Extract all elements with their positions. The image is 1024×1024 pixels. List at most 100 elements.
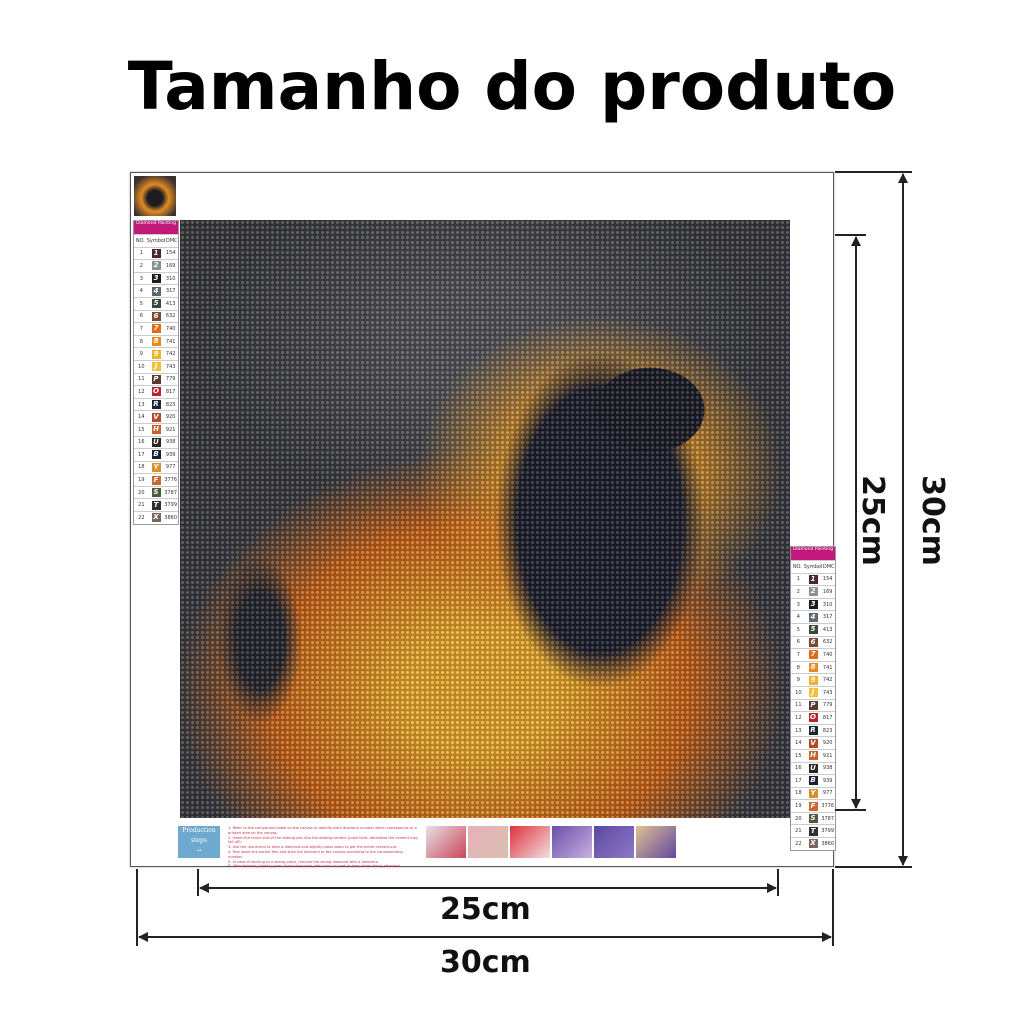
legend-no: 5 (796, 626, 800, 633)
legend-symbol: V (808, 738, 818, 748)
legend-no: 19 (795, 803, 802, 810)
legend-symbol: 6 (151, 311, 161, 321)
legend-no: 21 (795, 828, 802, 835)
legend-row: 16 U 938 (791, 761, 835, 775)
legend-no: 17 (138, 451, 145, 458)
legend-no: 18 (795, 790, 802, 797)
legend-header: Diamond Painting (134, 221, 178, 234)
legend-dmc: 817 (165, 388, 176, 395)
legend-symbol: 3 (808, 600, 818, 610)
legend-no: 10 (795, 689, 802, 696)
reference-thumbnail (134, 176, 176, 216)
legend-no: 12 (138, 388, 145, 395)
legend-dmc: 169 (165, 262, 176, 269)
legend-symbol: 7 (151, 324, 161, 334)
legend-row: 13 R 823 (791, 723, 835, 737)
legend-symbol: F (808, 801, 818, 811)
step-photo (636, 826, 676, 858)
legend-no: 8 (796, 664, 800, 671)
legend-no: 4 (796, 614, 800, 621)
legend-dmc: 977 (165, 464, 176, 471)
legend-no: 20 (138, 489, 145, 496)
legend-dmc: 817 (822, 714, 833, 721)
step-photo (594, 826, 634, 858)
legend-symbol: P (151, 374, 161, 384)
inner-width-label: 25cm (440, 892, 531, 927)
legend-no: 3 (796, 601, 800, 608)
panther-painting-image (180, 220, 790, 818)
legend-row: 4 4 317 (791, 610, 835, 623)
legend-no: 2 (139, 262, 143, 269)
legend-row: 11 P 779 (134, 372, 178, 386)
legend-row: 3 3 310 (791, 597, 835, 611)
color-legend-left: Diamond Painting NO. Symbol DMC 1 1 154 2 2 169 3 3… (133, 220, 179, 525)
legend-no: 9 (139, 351, 143, 358)
legend-no: 22 (138, 514, 145, 521)
legend-row: 18 Y 977 (134, 460, 178, 474)
legend-no: 5 (139, 300, 143, 307)
legend-column-header: Symbol (146, 237, 166, 244)
legend-symbol: 4 (151, 286, 161, 296)
legend-row: 9 9 742 (791, 673, 835, 686)
legend-column-header: Symbol (803, 563, 823, 570)
legend-row: 6 6 632 (134, 309, 178, 323)
legend-symbol: T (151, 500, 161, 510)
legend-dmc: 3787 (164, 489, 178, 496)
legend-symbol: R (808, 726, 818, 736)
legend-row: 11 P 779 (791, 698, 835, 712)
legend-row: 15 H 921 (791, 748, 835, 762)
legend-no: 7 (796, 651, 800, 658)
legend-column-header: NO. (135, 237, 145, 244)
legend-dmc: 169 (822, 588, 833, 595)
legend-row: 21 T 3799 (134, 498, 178, 511)
legend-dmc: 921 (822, 752, 833, 759)
legend-symbol: X (808, 839, 818, 849)
legend-row: 13 R 823 (134, 397, 178, 411)
step-photo (510, 826, 550, 858)
legend-dmc: 742 (165, 351, 176, 358)
legend-dmc: 317 (165, 288, 176, 295)
legend-row: 1 1 154 (791, 572, 835, 586)
legend-row: 12 O 817 (791, 711, 835, 724)
legend-no: 15 (795, 752, 802, 759)
legend-dmc: 920 (165, 414, 176, 421)
legend-symbol: 5 (151, 299, 161, 309)
legend-no: 3 (139, 275, 143, 282)
legend-row: 7 7 740 (134, 322, 178, 335)
legend-row: 17 B 939 (791, 774, 835, 787)
legend-no: 9 (796, 677, 800, 684)
step-photo (468, 826, 508, 858)
legend-column-header: DMC (165, 237, 178, 244)
legend-row: 12 O 817 (134, 385, 178, 398)
legend-row: 10 J 743 (791, 685, 835, 699)
production-step-photos (426, 826, 676, 858)
legend-dmc: 823 (165, 401, 176, 408)
legend-symbol: R (151, 400, 161, 410)
legend-dmc: 742 (822, 677, 833, 684)
legend-dmc: 741 (822, 664, 833, 671)
legend-symbol: 2 (808, 587, 818, 597)
legend-dmc: 920 (822, 740, 833, 747)
legend-symbol: 8 (151, 337, 161, 347)
legend-symbol: V (151, 412, 161, 422)
legend-no: 14 (795, 740, 802, 747)
step-photo (552, 826, 592, 858)
legend-dmc: 3799 (164, 502, 178, 509)
legend-symbol: U (808, 763, 818, 773)
legend-row: 20 S 3787 (791, 811, 835, 825)
legend-dmc: 743 (165, 363, 176, 370)
legend-dmc: 154 (822, 576, 833, 583)
legend-no: 10 (138, 363, 145, 370)
legend-dmc: 413 (165, 300, 176, 307)
legend-no: 17 (795, 777, 802, 784)
legend-dmc: 3860 (164, 514, 178, 521)
legend-row: 14 V 920 (791, 736, 835, 749)
legend-row: 21 T 3799 (791, 824, 835, 837)
legend-no: 16 (138, 439, 145, 446)
legend-dmc: 413 (822, 626, 833, 633)
legend-no: 13 (795, 727, 802, 734)
legend-row: 15 H 921 (134, 422, 178, 436)
legend-symbol: J (808, 688, 818, 698)
legend-no: 18 (138, 464, 145, 471)
legend-symbol: 3 (151, 274, 161, 284)
